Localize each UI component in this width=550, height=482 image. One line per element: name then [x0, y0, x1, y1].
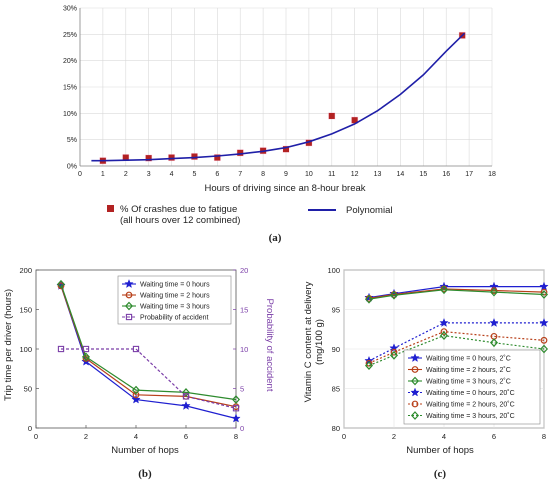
chart-a-ytick-3: 15%: [63, 85, 77, 92]
chart-c-xlabel: Number of hops: [406, 445, 474, 456]
chart-a-caption: (a): [269, 232, 282, 244]
chart-a-ytick-4: 20%: [63, 58, 77, 65]
chart-b-ytick-4: 200: [19, 266, 32, 275]
chart-a-xtick-0: 0: [78, 171, 82, 178]
chart-b-xtick-3: 6: [184, 432, 188, 441]
chart-c-legend-label-3: Waiting time = 0 hours, 20˚C: [426, 389, 515, 397]
chart-a-xtick-14: 14: [397, 171, 405, 178]
chart-a-ytick-1: 5%: [67, 137, 77, 144]
chart-b-caption: (b): [138, 468, 152, 480]
chart-a-xtick-5: 5: [192, 171, 196, 178]
chart-b-ytick-2: 100: [19, 345, 32, 354]
chart-a-ytick-0: 0%: [67, 164, 77, 171]
chart-b-ytick-3: 150: [19, 306, 32, 315]
chart-a-xtick-1: 1: [101, 171, 105, 178]
chart-b-legend-label-0: Waiting time = 0 hours: [140, 282, 210, 289]
chart-a-legend-curve-label: Polynomial: [346, 205, 392, 216]
chart-c-ytick-4: 100: [327, 266, 340, 275]
chart-a-point-10: [329, 113, 335, 119]
chart-c-caption: (c): [434, 468, 447, 480]
chart-a-polynomial-line: [91, 33, 464, 160]
chart-c-ytick-3: 95: [332, 306, 340, 315]
chart-b-y2tick-3: 15: [240, 306, 248, 315]
chart-b-xtick-4: 8: [234, 432, 238, 441]
chart-b-y2label: Probability of accident: [264, 299, 275, 392]
chart-b-xtick-0: 0: [34, 432, 38, 441]
chart-b-y2tick-1: 5: [240, 385, 244, 394]
chart-a-legend-points-swatch: [107, 205, 114, 212]
chart-c-legend-label-5: Waiting time = 3 hours, 20˚C: [426, 412, 515, 420]
chart-a-xtick-9: 9: [284, 171, 288, 178]
chart-a-point-4: [191, 154, 197, 160]
chart-a-xtick-7: 7: [238, 171, 242, 178]
chart-a-ytick-5: 25%: [63, 32, 77, 39]
chart-a-ytick-6: 30%: [63, 6, 77, 13]
chart-c-ylabel: Vitamin C content at delivery: [303, 281, 314, 402]
chart-a-xlabel: Hours of driving since an 8-hour break: [204, 183, 365, 194]
chart-c-ytick-2: 90: [332, 345, 340, 354]
chart-a-xtick-13: 13: [374, 171, 382, 178]
chart-b-y2tick-0: 0: [240, 424, 244, 433]
chart-a-xtick-16: 16: [442, 171, 450, 178]
chart-c-xtick-0: 0: [342, 432, 346, 441]
chart-a-legend-points-label: % Of crashes due to fatigue: [120, 204, 237, 215]
chart-a-xtick-17: 17: [465, 171, 473, 178]
chart-c-xtick-1: 2: [392, 432, 396, 441]
chart-a-xtick-10: 10: [305, 171, 313, 178]
chart-b-y2tick-2: 10: [240, 345, 248, 354]
chart-a-xtick-15: 15: [419, 171, 427, 178]
chart-a-point-6: [237, 150, 243, 156]
chart-a-legend: % Of crashes due to fatigue (all hours o…: [107, 204, 392, 226]
chart-b-legend-label-1: Waiting time = 2 hours: [140, 293, 210, 300]
chart-b-y2tick-4: 20: [240, 266, 248, 275]
chart-a-xtick-18: 18: [488, 171, 496, 178]
chart-c-xtick-2: 4: [442, 432, 446, 441]
chart-b-series-0-point-3: [182, 402, 190, 410]
chart-b-xtick-1: 2: [84, 432, 88, 441]
chart-b-ytick-1: 50: [24, 385, 32, 394]
chart-c-xtick-3: 6: [492, 432, 496, 441]
chart-a-xtick-3: 3: [147, 171, 151, 178]
chart-c-ytick-0: 80: [332, 424, 340, 433]
chart-a-point-3: [169, 155, 175, 161]
chart-b-ytick-0: 0: [28, 424, 32, 433]
chart-c-ytick-1: 85: [332, 385, 340, 394]
chart-a: 0%5%10%15%20%25%30%0 1 2 3 4 5 6 7 8 9 10 11 12 13 14 1…: [63, 6, 496, 179]
chart-a-xtick-8: 8: [261, 171, 265, 178]
chart-a-xtick-11: 11: [328, 171, 335, 178]
chart-a-xtick-6: 6: [215, 171, 219, 178]
chart-b-ylabel: Trip time per driver (hours): [3, 289, 14, 401]
chart-c: 80 85 90 95 100 0 2 4 6 8 Waiting time = 0 hours, …: [327, 266, 548, 441]
chart-c-legend-label-1: Waiting time = 2 hours, 2˚C: [426, 366, 511, 374]
chart-b-xlabel: Number of hops: [111, 445, 179, 456]
chart-c-legend-label-2: Waiting time = 3 hours, 2˚C: [426, 378, 511, 386]
chart-c-legend-label-0: Waiting time = 0 hours, 2˚C: [426, 355, 511, 363]
chart-a-xtick-2: 2: [124, 171, 128, 178]
chart-c-legend-label-4: Waiting time = 2 hours, 20˚C: [426, 401, 515, 409]
chart-b-legend-label-2: Waiting time = 3 hours: [140, 304, 210, 311]
chart-b-xtick-2: 4: [134, 432, 138, 441]
chart-c-ylabel-line2: (mg/100 g): [314, 319, 325, 365]
chart-a-ytick-2: 10%: [63, 111, 77, 118]
chart-a-xtick-4: 4: [170, 171, 174, 178]
chart-b-legend-label-3: Probability of accident: [140, 315, 209, 322]
chart-c-xtick-4: 8: [542, 432, 546, 441]
chart-a-legend-points-label-line2: (all hours over 12 combined): [120, 215, 240, 226]
chart-a-xtick-12: 12: [351, 171, 359, 178]
